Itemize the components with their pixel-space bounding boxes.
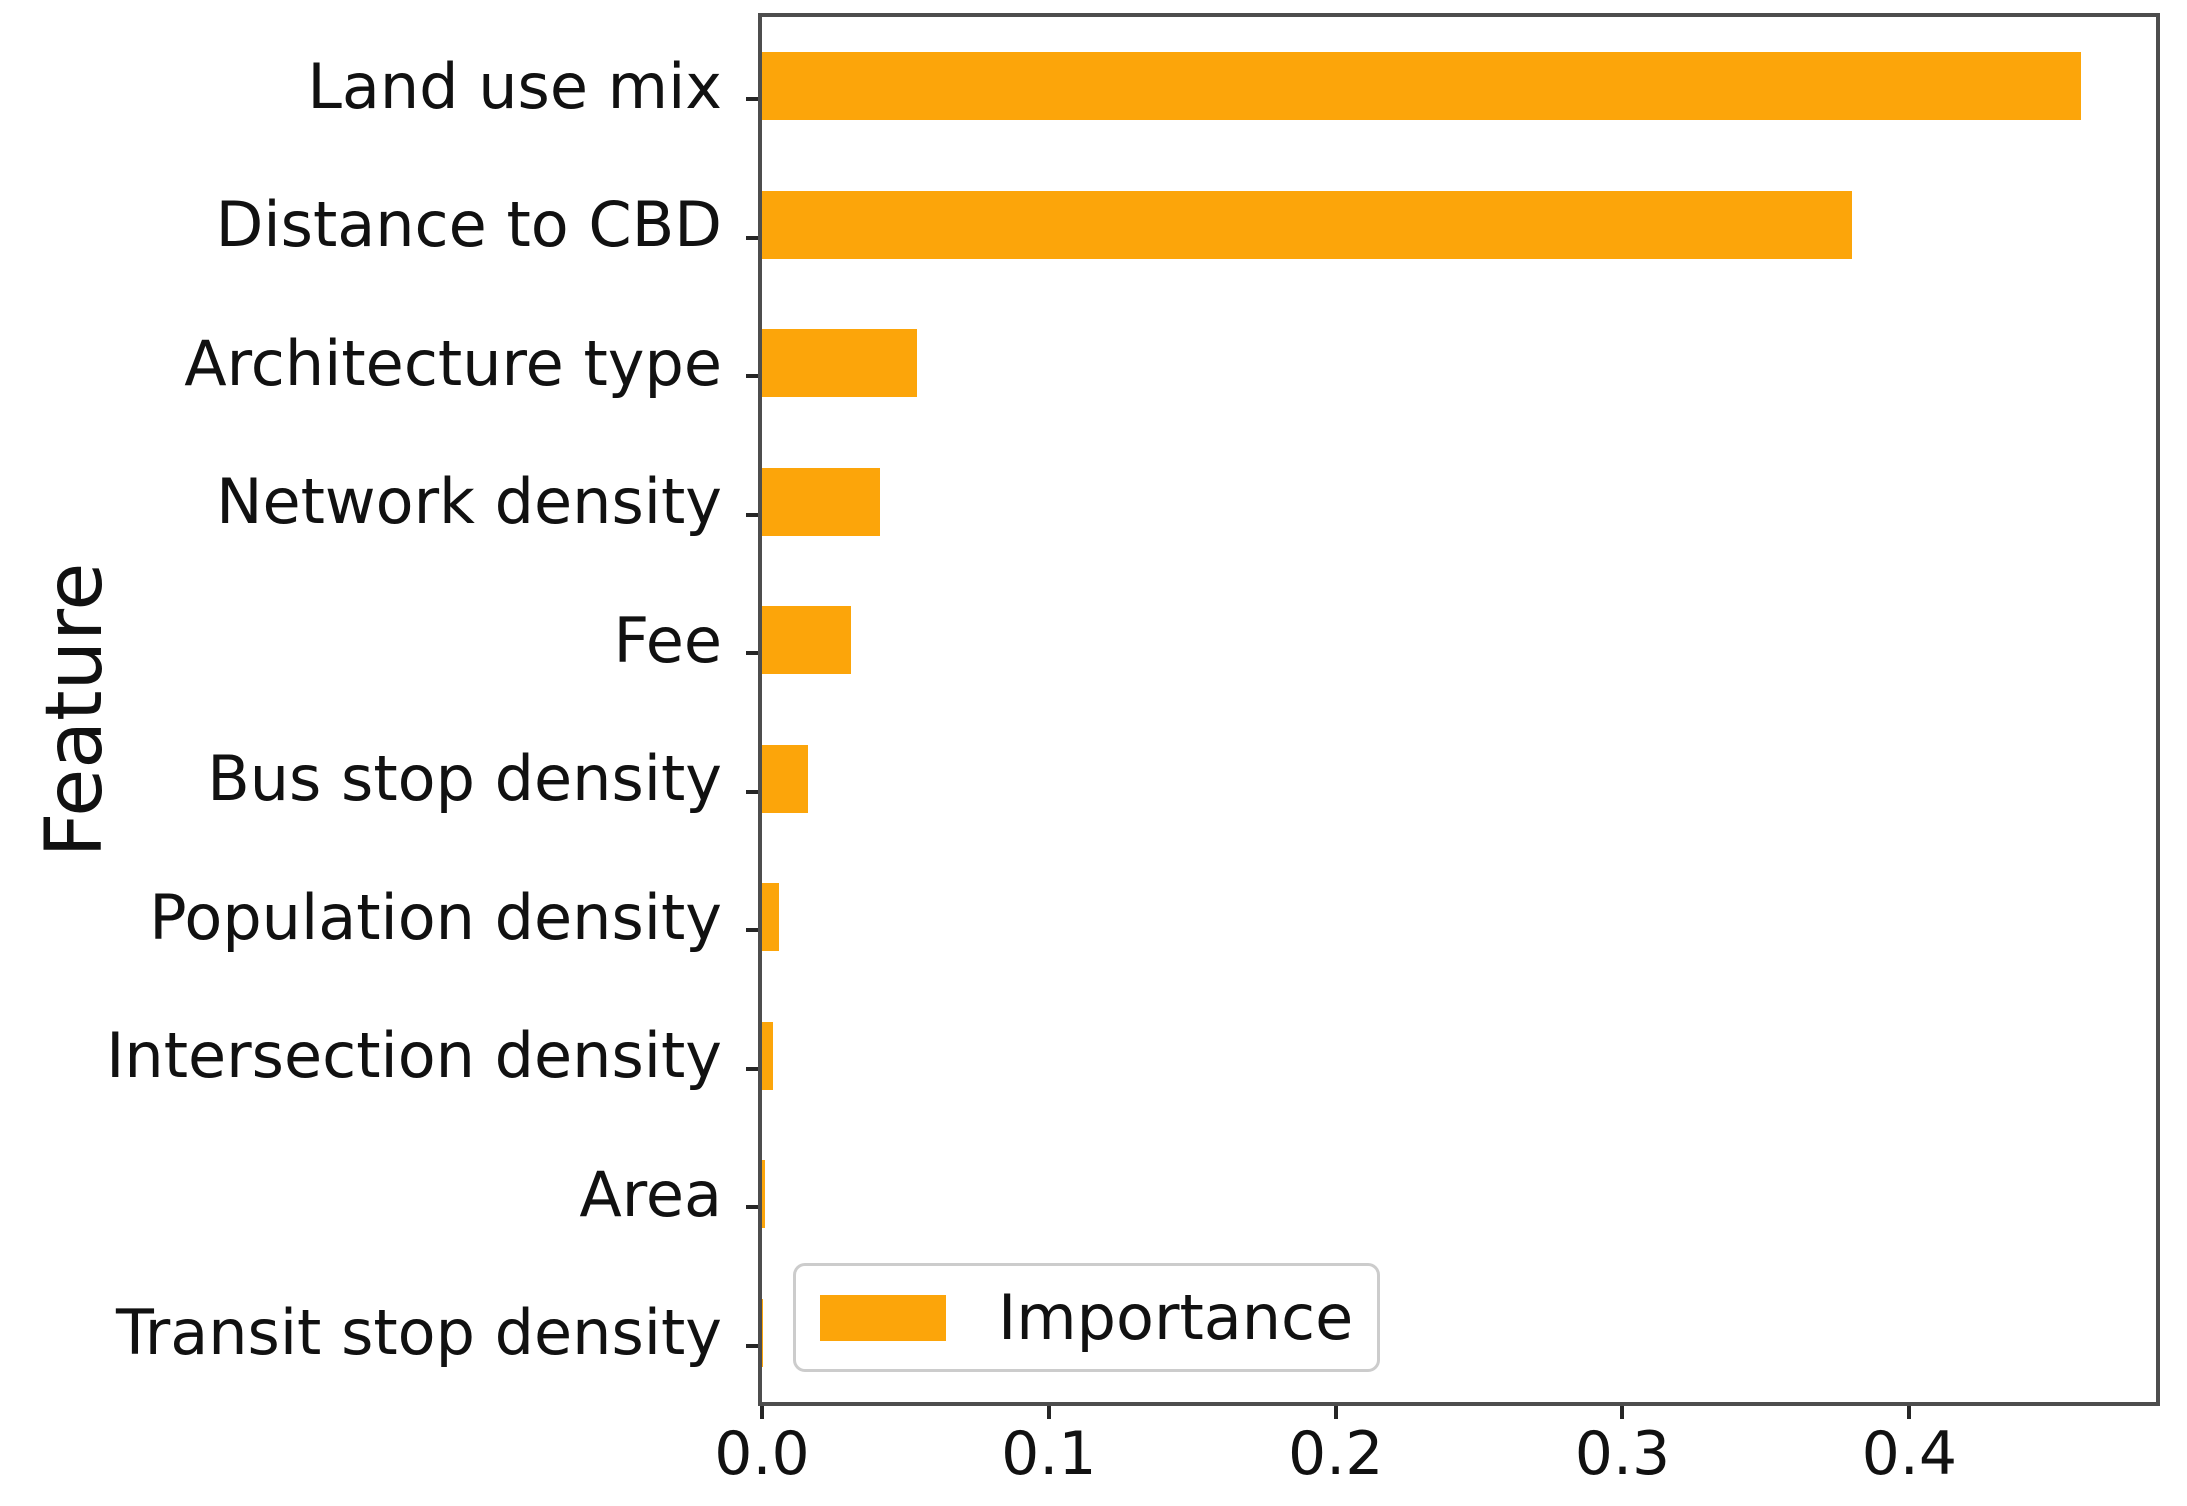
- x-tick-mark: [760, 1406, 764, 1419]
- category-label: Population density: [149, 880, 722, 954]
- bar-land-use-mix: [762, 52, 2082, 121]
- x-tick-mark: [1046, 1406, 1051, 1419]
- y-tick-mark: [746, 512, 758, 517]
- y-tick-mark: [746, 97, 758, 102]
- category-label: Bus stop density: [207, 742, 722, 816]
- bar-intersection-density: [762, 1021, 774, 1090]
- category-label: Fee: [613, 603, 722, 677]
- x-tick-label: 0.3: [1574, 1419, 1671, 1489]
- y-tick-mark: [746, 374, 758, 379]
- x-tick-label: 0.2: [1287, 1419, 1384, 1489]
- x-tick-mark: [1907, 1406, 1912, 1419]
- y-tick-mark: [746, 651, 758, 656]
- bar-fee: [762, 606, 851, 675]
- bar-bus-stop-density: [762, 744, 808, 813]
- y-tick-mark: [746, 235, 758, 240]
- x-tick-mark: [1333, 1406, 1338, 1419]
- y-tick-mark: [746, 1066, 758, 1071]
- plot-area: [758, 13, 2160, 1406]
- y-tick-mark: [746, 928, 758, 933]
- category-label: Area: [579, 1157, 722, 1231]
- legend-swatch: [820, 1294, 946, 1341]
- legend: Importance: [793, 1263, 1380, 1372]
- x-tick-label: 0.4: [1861, 1419, 1958, 1489]
- y-tick-mark: [746, 1205, 758, 1210]
- bar-population-density: [762, 883, 780, 952]
- bars-container: [762, 17, 2156, 1402]
- bar-network-density: [762, 467, 880, 536]
- x-tick-mark: [1620, 1406, 1625, 1419]
- category-label: Network density: [216, 465, 722, 539]
- bar-transit-stop-density: [762, 1298, 764, 1367]
- legend-label: Importance: [998, 1281, 1354, 1354]
- bar-distance-to-cbd: [762, 190, 1852, 259]
- category-label: Distance to CBD: [215, 188, 722, 262]
- category-label: Intersection density: [106, 1019, 722, 1093]
- category-label: Transit stop density: [115, 1296, 722, 1370]
- category-label: Architecture type: [184, 326, 722, 400]
- y-tick-mark: [746, 1343, 758, 1348]
- category-labels: Land use mix Distance to CBD Architecture …: [0, 17, 740, 1402]
- bar-architecture-type: [762, 329, 917, 398]
- category-label: Land use mix: [307, 49, 722, 123]
- x-tick-label: 0.1: [1001, 1419, 1097, 1489]
- x-tick-label: 0.0: [714, 1419, 810, 1489]
- y-tick-mark: [746, 789, 758, 794]
- bar-area: [762, 1160, 765, 1229]
